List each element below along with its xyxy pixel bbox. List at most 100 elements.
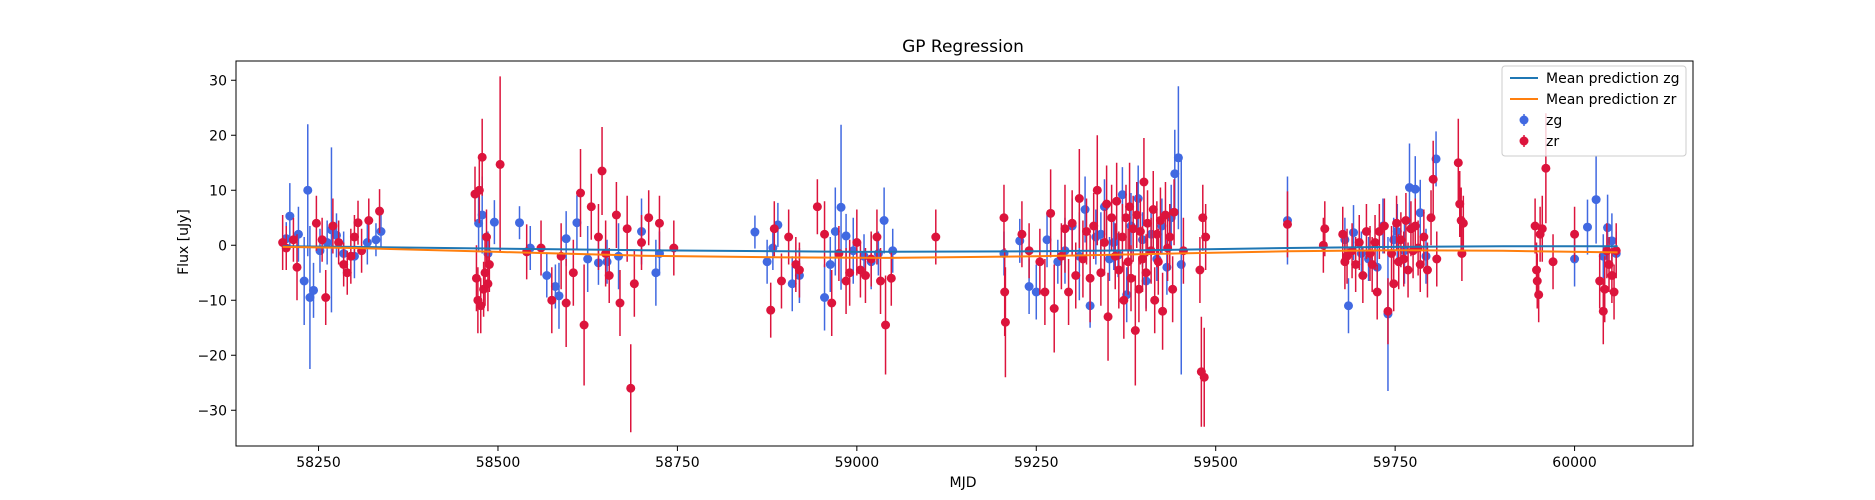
x-axis: 58250 58500 58750 59000 59250 59500 59750 60000 [296, 446, 1597, 471]
data-point-zr [1064, 287, 1074, 297]
data-point-zr [769, 224, 779, 234]
data-point-zg [820, 293, 830, 302]
data-point-zr [342, 268, 352, 278]
data-point-zr [784, 232, 794, 242]
data-point-zg [583, 254, 593, 264]
data-point-zr [1150, 295, 1160, 305]
data-point-zr [1415, 260, 1425, 269]
data-point-zg [841, 231, 851, 241]
data-point-zg [1042, 235, 1052, 245]
data-point-zr [1532, 276, 1542, 286]
data-point-zr [346, 251, 356, 261]
data-point-zr [1153, 257, 1163, 267]
data-point-zg [848, 246, 858, 256]
plot-frame [235, 60, 1694, 447]
data-point-zr [1282, 219, 1292, 229]
data-point-zg [602, 257, 612, 267]
data-point-zr [1107, 213, 1117, 223]
data-point-zg [830, 227, 840, 236]
legend-label-zr: zr [1546, 134, 1559, 150]
data-point-zg [572, 218, 582, 228]
data-point-zr [1092, 185, 1102, 195]
data-point-zr [999, 213, 1009, 223]
data-point-zr [644, 213, 654, 223]
data-point-zr [483, 279, 493, 289]
data-point-zr [1401, 216, 1411, 225]
data-point-zg [879, 216, 889, 225]
data-point-zr [812, 202, 822, 212]
data-point-zr [1139, 177, 1149, 187]
data-point-zr [1132, 210, 1142, 220]
legend-marker-zg [1519, 114, 1529, 126]
data-point-zg [651, 268, 661, 278]
data-point-zr [1389, 279, 1399, 289]
y-tick-label: 20 [209, 128, 227, 144]
data-point-zg [362, 238, 372, 247]
data-point-zr [1338, 229, 1348, 239]
data-point-zr [334, 238, 344, 247]
data-point-zr [1422, 265, 1432, 275]
data-point-zr [1600, 284, 1610, 294]
data-point-zr [1432, 254, 1442, 264]
data-point-zr [576, 188, 586, 198]
data-point-zr [1379, 221, 1389, 231]
data-point-zr [1530, 221, 1540, 231]
data-point-zg [873, 249, 883, 258]
data-point-zg [1080, 205, 1090, 214]
data-point-zr [654, 218, 664, 228]
data-point-zg [489, 217, 499, 227]
data-point-zr [579, 320, 589, 330]
data-point-zr [477, 152, 487, 162]
data-point-zg [305, 293, 315, 302]
data-point-zg [1170, 169, 1180, 179]
x-tick-label: 58250 [296, 455, 341, 471]
data-point-zr [1541, 163, 1551, 173]
data-point-zr [1370, 238, 1380, 247]
data-point-zr [1607, 271, 1617, 280]
data-point-zr [1163, 243, 1173, 253]
data-point-zr [1548, 257, 1558, 267]
data-point-zr [1082, 227, 1092, 236]
data-point-zg [1031, 287, 1041, 297]
data-point-zr [1320, 224, 1330, 234]
data-point-zr [328, 221, 338, 231]
data-point-zr [866, 254, 876, 264]
data-point-zr [1134, 284, 1144, 294]
data-point-zr [1611, 246, 1621, 256]
data-point-zg [787, 279, 797, 289]
x-tick-label: 60000 [1552, 455, 1597, 471]
data-point-zr [364, 216, 374, 225]
data-point-zr [1119, 295, 1129, 305]
x-tick-label: 58750 [655, 455, 700, 471]
data-point-zr [1426, 213, 1436, 223]
data-point-zr [597, 166, 607, 176]
data-point-zr [860, 271, 870, 280]
data-point-zr [349, 232, 359, 242]
y-tick-label: 30 [209, 73, 227, 89]
data-point-zg [1176, 260, 1186, 269]
data-point-zr [629, 279, 639, 289]
data-point-zr [931, 232, 941, 242]
data-point-zr [852, 238, 862, 247]
data-point-zr [1399, 254, 1409, 264]
chart-title: GP Regression [902, 37, 1024, 57]
data-point-zr [1165, 232, 1175, 242]
data-point-zr [1112, 196, 1122, 206]
data-point-zr [1049, 304, 1059, 313]
data-point-zr [317, 235, 327, 245]
data-point-zr [1598, 306, 1608, 316]
data-point-zr [1135, 227, 1145, 236]
data-point-zr [622, 224, 632, 234]
data-point-zr [776, 276, 786, 286]
data-point-zg [750, 227, 760, 237]
legend: Mean prediction zg Mean prediction zr zg… [1501, 65, 1687, 157]
data-point-zr [1168, 284, 1178, 294]
data-point-zr [1117, 232, 1127, 242]
data-point-zr [1455, 199, 1465, 209]
data-point-zr [604, 271, 614, 280]
series-layer [278, 76, 1621, 433]
data-point-zr [292, 262, 302, 272]
data-point-zr [1040, 287, 1050, 297]
mean-prediction-layer [282, 245, 1618, 259]
